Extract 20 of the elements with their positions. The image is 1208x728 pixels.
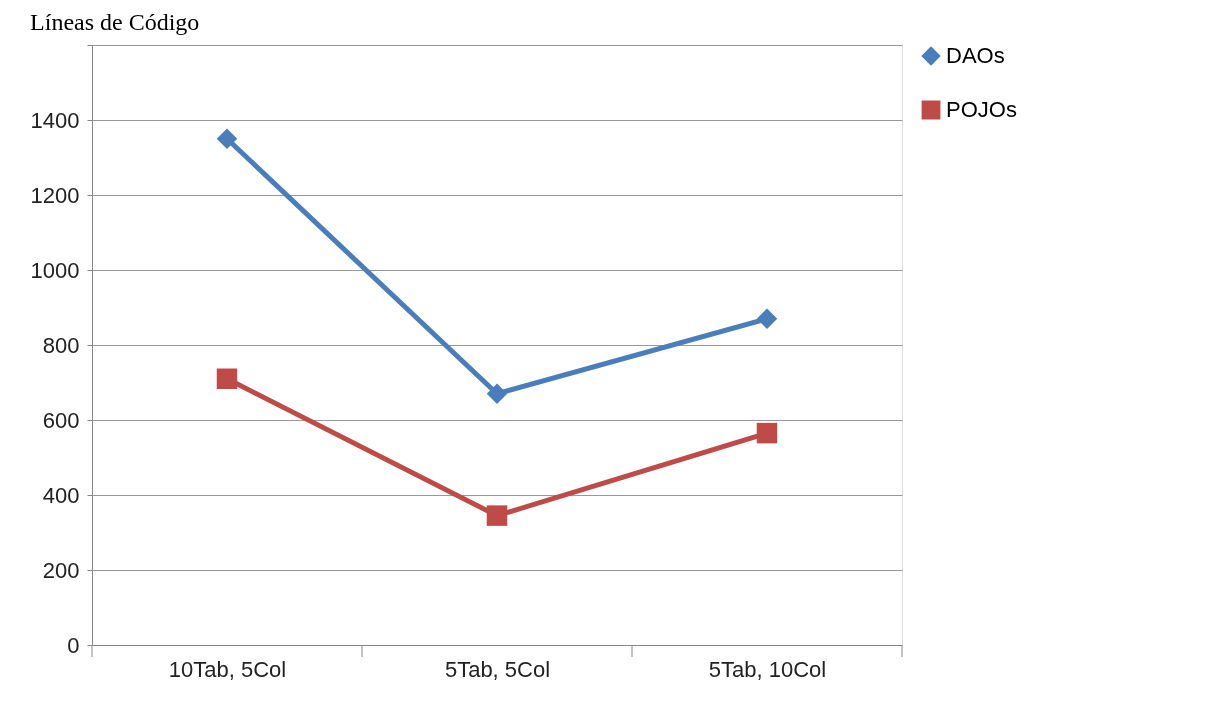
chart-title: Líneas de Código (30, 8, 200, 35)
y-tick-label: 1400 (30, 107, 80, 133)
point (486, 383, 508, 404)
y-tick-label: 400 (42, 482, 80, 508)
y-tick-label: 600 (42, 407, 80, 433)
x-tick-label: 5Tab, 10Col (708, 656, 827, 682)
x-tick-label: 10Tab, 5Col (168, 656, 287, 682)
legend-label: DAOs (946, 43, 1005, 68)
y-tick-label: 200 (42, 557, 80, 583)
legend-label: POJOs (946, 97, 1017, 122)
point (216, 128, 238, 149)
y-tick-label: 0 (67, 632, 80, 658)
x-tick-label: 5Tab, 5Col (444, 656, 551, 682)
point (756, 422, 778, 444)
y-tick-label: 1200 (30, 182, 80, 208)
y-tick-label: 1000 (30, 257, 80, 283)
y-tick-label: 800 (42, 332, 80, 358)
point (216, 368, 238, 389)
point (486, 505, 508, 526)
point (756, 308, 778, 329)
